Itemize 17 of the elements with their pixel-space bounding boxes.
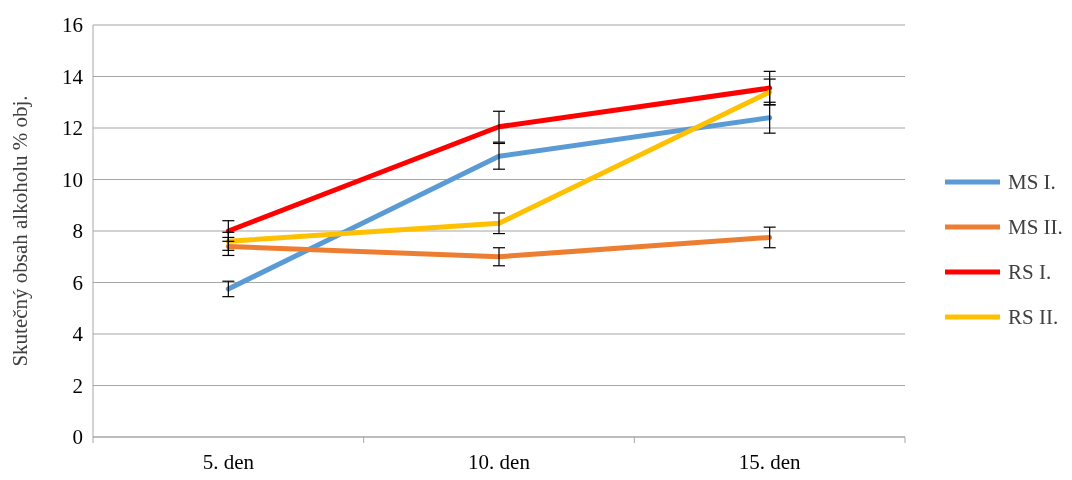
- y-tick-label: 8: [72, 219, 83, 244]
- legend-label: MS II.: [1008, 215, 1063, 240]
- y-tick-label: 16: [62, 13, 83, 38]
- x-tick-label: 5. den: [202, 450, 255, 474]
- x-tick-label: 15. den: [738, 450, 802, 474]
- y-axis-title: Skutečný obsah alkoholu % obj.: [8, 95, 32, 367]
- y-tick-label: 12: [62, 116, 83, 141]
- legend-label: MS I.: [1008, 170, 1056, 195]
- y-tick-label: 0: [72, 425, 83, 450]
- x-tick-label: 10. den: [468, 450, 531, 474]
- y-tick-label: 4: [72, 322, 84, 347]
- legend-label: RS I.: [1008, 260, 1052, 285]
- legend-label: RS II.: [1008, 305, 1059, 330]
- y-tick-label: 2: [72, 373, 83, 398]
- y-tick-label: 10: [62, 167, 83, 192]
- y-tick-label: 6: [72, 270, 83, 295]
- y-tick-label: 14: [62, 64, 84, 89]
